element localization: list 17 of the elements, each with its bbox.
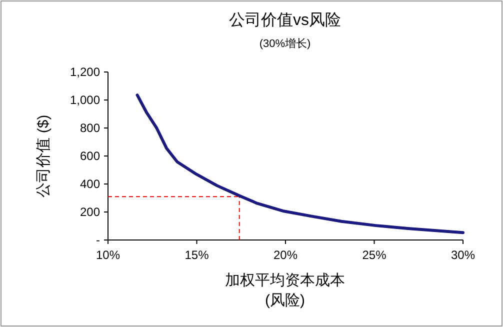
x-tick-label: 15% [184, 248, 210, 262]
x-axis-title: 加权平均资本成本 (风险) [225, 272, 345, 309]
y-tick-label: 1,000 [70, 93, 100, 107]
chart-subtitle: (30%增长) [259, 37, 311, 50]
chart-title: 公司价值vs风险 [229, 12, 341, 29]
y-axis-title: 公司价值 ($) [35, 114, 52, 198]
y-tick-label: 200 [80, 205, 100, 219]
y-tick-label: 600 [80, 149, 100, 163]
x-tick-label: 20% [273, 248, 298, 262]
x-tick-label: 30% [450, 248, 476, 262]
y-tick-label: 400 [80, 177, 100, 191]
y-tick-label: 800 [80, 121, 100, 135]
y-tick-label: 1,200 [70, 65, 100, 79]
x-tick-label: 25% [362, 248, 387, 262]
x-tick-label: 10% [96, 248, 120, 262]
y-tick-label: - [96, 233, 100, 247]
line-series [136, 94, 464, 234]
